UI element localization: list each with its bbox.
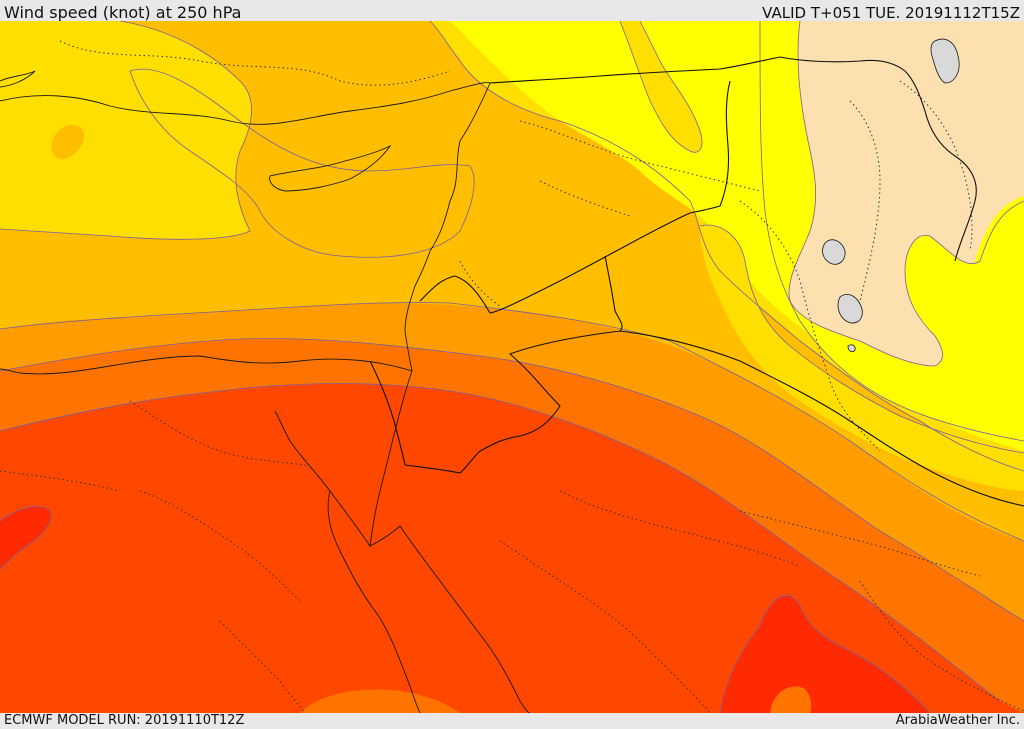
lake-small <box>847 344 856 353</box>
band-1-pocket <box>974 196 1024 296</box>
band-2-tongue <box>700 225 1024 491</box>
admin-line <box>0 470 121 492</box>
admin-line <box>739 200 881 452</box>
isotach-line <box>759 20 1024 442</box>
isotach-line <box>619 20 703 153</box>
valid-time-label: VALID T+051 TUE. 20191112T15Z <box>762 4 1020 22</box>
band-5-patch-south <box>300 689 460 713</box>
coastline-levant <box>404 82 491 372</box>
band-7-patch-south <box>720 595 930 713</box>
admin-line <box>139 490 301 602</box>
border-line <box>489 80 731 314</box>
band-3-spot <box>51 124 85 159</box>
band-2-pocket <box>0 21 252 240</box>
isotach-line <box>129 68 475 258</box>
border-line <box>419 275 491 314</box>
coastline-red-sea-west <box>327 490 421 714</box>
coastline-gulf-suez <box>274 370 413 548</box>
lake-qom <box>837 294 863 324</box>
isotach-line <box>0 302 1024 542</box>
model-run-label: ECMWF MODEL RUN: 20191110T12Z <box>4 713 245 728</box>
admin-line <box>859 580 1024 712</box>
border-line <box>404 255 623 474</box>
lake-urmia <box>930 38 960 84</box>
isotach-line <box>0 338 1024 622</box>
isotach-line <box>699 224 1024 454</box>
map-canvas <box>0 20 1024 714</box>
isotach-line <box>0 383 1001 702</box>
lake-namak <box>822 239 846 265</box>
map-title: Wind speed (knot) at 250 hPa <box>4 3 242 22</box>
map-footer: ECMWF MODEL RUN: 20191110T12Z ArabiaWeat… <box>0 713 1024 729</box>
border-line <box>369 360 406 466</box>
coastline-egypt-north <box>0 355 413 375</box>
admin-line <box>459 260 501 307</box>
border-line <box>619 330 1024 507</box>
coastline-turkey <box>0 82 491 125</box>
credit-label: ArabiaWeather Inc. <box>895 713 1020 728</box>
coastline-crete <box>0 70 36 88</box>
band-2-lobe <box>620 21 702 153</box>
band-5-patch-south-2 <box>770 686 812 713</box>
admin-line <box>539 180 631 217</box>
admin-line <box>219 620 306 714</box>
border-line <box>779 56 977 262</box>
isotach-line <box>719 595 931 714</box>
calm-land-area <box>789 21 1024 366</box>
coastline-cyprus <box>269 144 392 192</box>
isotach-line <box>788 20 1024 367</box>
band-7-patch-west <box>0 506 51 569</box>
border-line <box>489 56 781 84</box>
isotach-line <box>0 20 252 240</box>
coastline-red-sea <box>369 525 531 714</box>
isotach-line <box>0 506 52 570</box>
admin-line <box>519 120 761 192</box>
map-header: Wind speed (knot) at 250 hPa VALID T+051… <box>0 0 1024 22</box>
wind-speed-map[interactable] <box>0 20 1024 714</box>
admin-line <box>849 100 881 302</box>
admin-line <box>559 490 801 567</box>
